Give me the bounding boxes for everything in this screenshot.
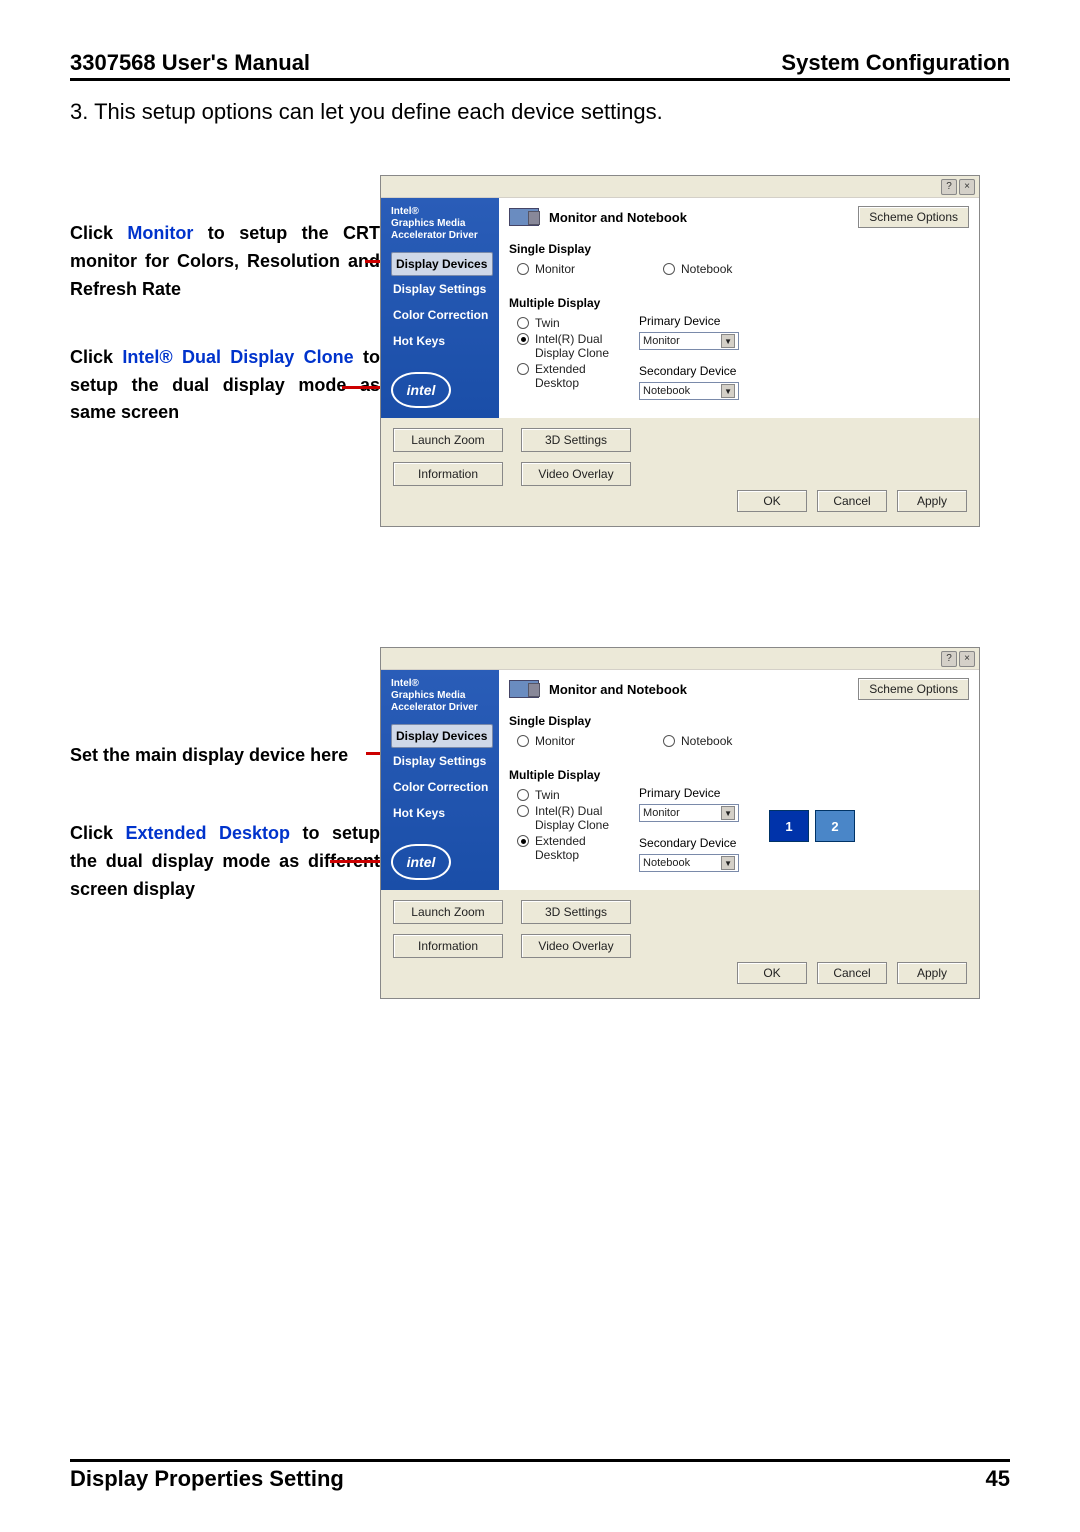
annotations-2: Set the main display device here Click E…	[70, 647, 380, 944]
information-button[interactable]: Information	[393, 934, 503, 958]
anno-extended: Click Extended Desktop to setup the dual…	[70, 820, 380, 904]
secondary-device-dropdown[interactable]: Notebook▼	[639, 854, 739, 872]
radio-notebook[interactable]: Notebook	[663, 734, 732, 748]
header-left: 3307568 User's Manual	[70, 50, 310, 76]
dialog-bottom: Launch Zoom 3D Settings Information Vide…	[381, 418, 979, 526]
intel-logo: intel	[391, 372, 451, 408]
chevron-down-icon: ▼	[721, 384, 735, 398]
panel-title: Monitor and Notebook	[549, 682, 848, 697]
video-overlay-button[interactable]: Video Overlay	[521, 462, 631, 486]
driver-label: Intel®Graphics MediaAccelerator Driver	[391, 206, 493, 242]
scheme-options-button[interactable]: Scheme Options	[858, 678, 969, 700]
intel-logo: intel	[391, 844, 451, 880]
nav-hot-keys[interactable]: Hot Keys	[391, 800, 493, 826]
dialog-bottom: Launch Zoom 3D Settings Information Vide…	[381, 890, 979, 998]
secondary-device-dropdown[interactable]: Notebook▼	[639, 382, 739, 400]
radio-extended[interactable]: ExtendedDesktop	[517, 362, 609, 390]
page-footer: Display Properties Setting 45	[70, 1459, 1010, 1492]
content-block-2: Set the main display device here Click E…	[70, 647, 1010, 999]
3d-settings-button[interactable]: 3D Settings	[521, 900, 631, 924]
primary-device-label: Primary Device	[639, 314, 739, 328]
anno-dual-clone: Click Intel® Dual Display Clone to setup…	[70, 344, 380, 428]
monitor-2-box[interactable]: 2	[815, 810, 855, 842]
main-panel: Monitor and Notebook Scheme Options Sing…	[499, 198, 979, 418]
secondary-device-label: Secondary Device	[639, 836, 739, 850]
multiple-display-label: Multiple Display	[509, 296, 969, 310]
cancel-button[interactable]: Cancel	[817, 490, 887, 512]
anno-set-main: Set the main display device here	[70, 742, 380, 770]
primary-device-dropdown[interactable]: Monitor▼	[639, 804, 739, 822]
monitor-1-box[interactable]: 1	[769, 810, 809, 842]
nav-hot-keys[interactable]: Hot Keys	[391, 328, 493, 354]
main-panel: Monitor and Notebook Scheme Options Sing…	[499, 670, 979, 890]
apply-button[interactable]: Apply	[897, 490, 967, 512]
single-display-label: Single Display	[509, 242, 969, 256]
launch-zoom-button[interactable]: Launch Zoom	[393, 900, 503, 924]
titlebar: ? ×	[381, 176, 979, 198]
cancel-button[interactable]: Cancel	[817, 962, 887, 984]
help-icon[interactable]: ?	[941, 651, 957, 667]
nav-display-settings[interactable]: Display Settings	[391, 276, 493, 302]
information-button[interactable]: Information	[393, 462, 503, 486]
chevron-down-icon: ▼	[721, 856, 735, 870]
radio-notebook[interactable]: Notebook	[663, 262, 732, 276]
intel-dialog-2: ? × Intel®Graphics MediaAccelerator Driv…	[380, 647, 980, 999]
sidebar: Intel®Graphics MediaAccelerator Driver D…	[381, 198, 499, 418]
panel-title: Monitor and Notebook	[549, 210, 848, 225]
primary-device-dropdown[interactable]: Monitor▼	[639, 332, 739, 350]
secondary-device-label: Secondary Device	[639, 364, 739, 378]
monitor-icon	[509, 208, 539, 226]
footer-left: Display Properties Setting	[70, 1466, 344, 1492]
single-display-label: Single Display	[509, 714, 969, 728]
3d-settings-button[interactable]: 3D Settings	[521, 428, 631, 452]
chevron-down-icon: ▼	[721, 806, 735, 820]
intel-dialog-1: ? × Intel®Graphics MediaAccelerator Driv…	[380, 175, 980, 527]
launch-zoom-button[interactable]: Launch Zoom	[393, 428, 503, 452]
help-icon[interactable]: ?	[941, 179, 957, 195]
primary-device-label: Primary Device	[639, 786, 739, 800]
titlebar: ? ×	[381, 648, 979, 670]
ok-button[interactable]: OK	[737, 962, 807, 984]
apply-button[interactable]: Apply	[897, 962, 967, 984]
sidebar: Intel®Graphics MediaAccelerator Driver D…	[381, 670, 499, 890]
radio-dual-clone[interactable]: Intel(R) DualDisplay Clone	[517, 804, 609, 832]
scheme-options-button[interactable]: Scheme Options	[858, 206, 969, 228]
ok-button[interactable]: OK	[737, 490, 807, 512]
multiple-display-label: Multiple Display	[509, 768, 969, 782]
driver-label: Intel®Graphics MediaAccelerator Driver	[391, 678, 493, 714]
nav-color-correction[interactable]: Color Correction	[391, 774, 493, 800]
anno-monitor: Click Monitor to setup the CRT monitor f…	[70, 220, 380, 304]
video-overlay-button[interactable]: Video Overlay	[521, 934, 631, 958]
page-header: 3307568 User's Manual System Configurati…	[70, 50, 1010, 81]
intro-text: 3. This setup options can let you define…	[70, 99, 1010, 125]
nav-color-correction[interactable]: Color Correction	[391, 302, 493, 328]
nav-display-devices[interactable]: Display Devices	[391, 724, 493, 748]
nav-display-settings[interactable]: Display Settings	[391, 748, 493, 774]
radio-twin[interactable]: Twin	[517, 316, 609, 330]
monitor-icon	[509, 680, 539, 698]
radio-monitor[interactable]: Monitor	[517, 734, 575, 748]
page-number: 45	[986, 1466, 1010, 1492]
monitor-arrangement[interactable]: 1 2	[769, 810, 855, 872]
annotations-1: Click Monitor to setup the CRT monitor f…	[70, 175, 380, 467]
close-icon[interactable]: ×	[959, 179, 975, 195]
radio-dual-clone[interactable]: Intel(R) DualDisplay Clone	[517, 332, 609, 360]
radio-monitor[interactable]: Monitor	[517, 262, 575, 276]
radio-twin[interactable]: Twin	[517, 788, 609, 802]
content-block-1: Click Monitor to setup the CRT monitor f…	[70, 175, 1010, 527]
nav-display-devices[interactable]: Display Devices	[391, 252, 493, 276]
header-right: System Configuration	[781, 50, 1010, 76]
chevron-down-icon: ▼	[721, 334, 735, 348]
close-icon[interactable]: ×	[959, 651, 975, 667]
radio-extended[interactable]: ExtendedDesktop	[517, 834, 609, 862]
